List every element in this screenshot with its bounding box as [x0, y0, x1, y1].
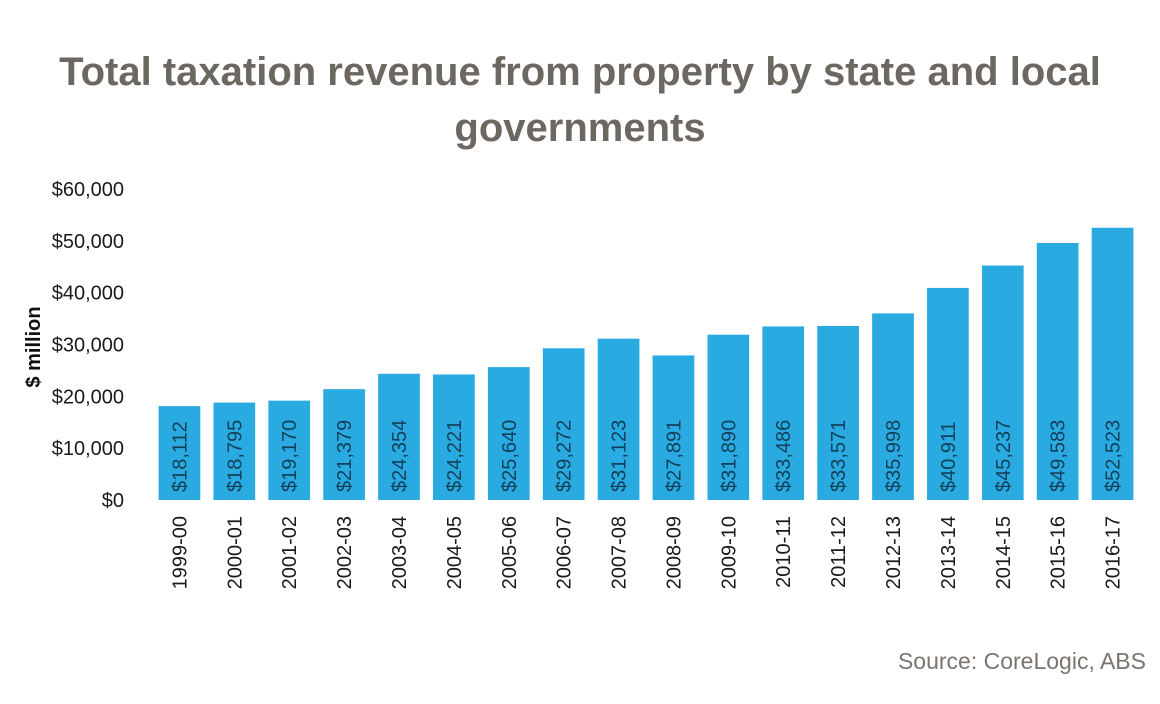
bar	[487, 367, 530, 500]
bar-data-label: $52,523	[1103, 420, 1125, 492]
y-tick-label: $0	[102, 490, 124, 512]
x-tick-label: 2008-09	[663, 516, 685, 589]
x-tick-label: 1999-00	[169, 516, 191, 589]
bar	[652, 355, 695, 500]
bar-data-label: $24,221	[444, 420, 466, 492]
bar	[433, 374, 475, 500]
x-tick-label: 2012-13	[883, 516, 905, 589]
bar-data-label: $21,379	[334, 420, 356, 492]
bar-data-label: $25,640	[499, 420, 521, 492]
x-tick-label: 2011-12	[828, 516, 850, 588]
x-tick-label: 2004-05	[444, 516, 466, 589]
bar-data-label: $19,170	[279, 420, 301, 492]
x-tick-label: 2006-07	[554, 516, 576, 589]
bar-data-label: $33,486	[773, 420, 795, 492]
chart-title-line-1: Total taxation revenue from property by …	[59, 50, 1101, 94]
x-tick-label: 2001-02	[279, 516, 301, 589]
bar-data-label: $31,890	[718, 420, 740, 492]
bar	[378, 373, 420, 500]
y-tick-label: $10,000	[52, 438, 124, 460]
bar	[542, 348, 585, 500]
bar	[158, 406, 201, 500]
bar	[927, 287, 969, 500]
bar	[1036, 242, 1079, 500]
bar-data-label: $45,237	[993, 420, 1015, 492]
x-tick-label: 2007-08	[609, 516, 631, 589]
x-tick-label: 2013-14	[938, 516, 960, 589]
x-axis: 1999-00 2000-01 2001-02 2002-03 2003-04 2004-…	[169, 516, 1124, 589]
bar	[213, 402, 256, 500]
y-tick-label: $60,000	[52, 179, 124, 201]
bar-data-label: $35,998	[883, 420, 905, 492]
x-tick-label: 2000-01	[224, 516, 246, 589]
bar	[1091, 227, 1134, 500]
bar-data-label: $33,571	[828, 420, 850, 492]
x-tick-label: 2003-04	[389, 516, 411, 589]
bar-data-label: $49,583	[1048, 420, 1070, 492]
y-tick-label: $50,000	[52, 231, 124, 253]
x-tick-label: 2010-11	[773, 516, 795, 588]
chart-title: Total taxation revenue from property by …	[0, 44, 1160, 156]
y-tick-label: $20,000	[52, 386, 124, 408]
y-axis-label: $ million	[23, 306, 45, 387]
bar	[323, 389, 365, 500]
bar-data-label: $18,112	[169, 421, 191, 492]
y-tick-label: $40,000	[52, 283, 124, 305]
y-axis: $0 $10,000 $20,000 $30,000 $40,000 $50,000 $60…	[52, 179, 124, 512]
x-tick-label: 2016-17	[1103, 516, 1125, 589]
x-tick-label: 2015-16	[1048, 516, 1070, 589]
source-note: Source: CoreLogic, ABS	[897, 648, 1146, 674]
x-tick-label: 2005-06	[499, 516, 521, 589]
x-tick-label: 2014-15	[993, 516, 1015, 589]
chart-title-line-2: governments	[454, 106, 706, 150]
x-tick-label: 2009-10	[718, 516, 740, 589]
bar-data-label: $24,354	[389, 420, 411, 492]
bar	[762, 326, 805, 500]
bar-data-label: $18,795	[224, 420, 246, 492]
bar-data-label: $31,123	[609, 420, 631, 492]
bar	[268, 400, 311, 500]
bar-data-label: $29,272	[554, 420, 576, 492]
bar	[707, 334, 750, 500]
bar	[597, 338, 640, 500]
y-tick-label: $30,000	[52, 335, 124, 357]
bars: $18,112 $18,795 $19,170 $21,379 $24,354 $24,2…	[158, 227, 1134, 500]
bar	[817, 325, 859, 500]
bar-data-label: $27,891	[663, 420, 685, 492]
x-tick-label: 2002-03	[334, 516, 356, 589]
bar-data-label: $40,911	[938, 421, 960, 492]
bar	[981, 265, 1024, 500]
bar	[872, 313, 914, 500]
